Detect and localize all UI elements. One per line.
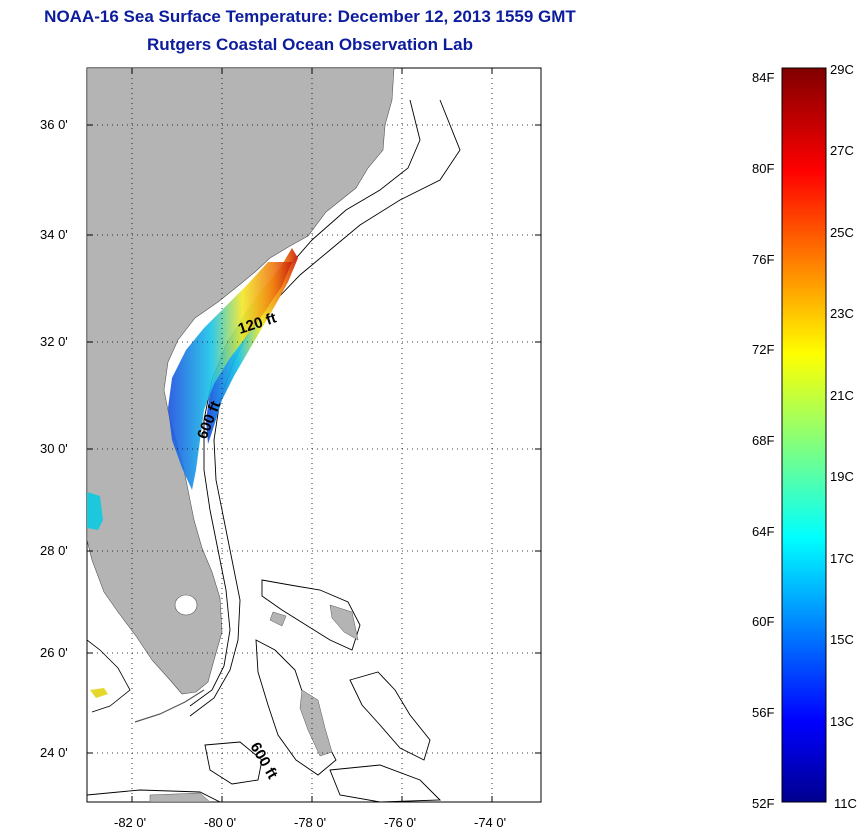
lake-okeechobee bbox=[174, 594, 198, 616]
colorbar-f-label: 56F bbox=[752, 705, 775, 720]
graticule bbox=[87, 68, 541, 802]
colorbar-f-label: 76F bbox=[752, 252, 775, 267]
colorbar-f-label: 60F bbox=[752, 614, 775, 629]
colorbar-c-label: 13C bbox=[830, 714, 854, 729]
colorbar-c-label: 23C bbox=[830, 306, 854, 321]
colorbar-c-label: 11C bbox=[834, 796, 857, 811]
lat-label: 32 0' bbox=[40, 334, 68, 349]
sst-swath bbox=[206, 248, 298, 444]
lat-label: 36 0' bbox=[40, 117, 68, 132]
colorbar bbox=[781, 67, 827, 803]
lon-label: -78 0' bbox=[294, 815, 327, 830]
colorbar-f-label: 52F bbox=[752, 796, 775, 811]
lat-label: 26 0' bbox=[40, 645, 68, 660]
map-subtitle: Rutgers Coastal Ocean Observation Lab bbox=[147, 35, 473, 54]
lat-label: 34 0' bbox=[40, 227, 68, 242]
map-ticks bbox=[87, 68, 541, 802]
colorbar-c-label: 17C bbox=[830, 551, 854, 566]
bahamas-islands bbox=[149, 604, 359, 802]
sst-patch-gulf bbox=[90, 688, 108, 698]
lon-label: -74 0' bbox=[474, 815, 507, 830]
colorbar-f-label: 68F bbox=[752, 433, 775, 448]
colorbar-f-label: 72F bbox=[752, 342, 775, 357]
map-title: NOAA-16 Sea Surface Temperature: Decembe… bbox=[44, 7, 576, 26]
colorbar-c-label: 25C bbox=[830, 225, 854, 240]
colorbar-c-label: 15C bbox=[830, 632, 854, 647]
colorbar-c-label: 21C bbox=[830, 388, 854, 403]
colorbar-c-label: 27C bbox=[830, 143, 854, 158]
lon-label: -80 0' bbox=[204, 815, 237, 830]
colorbar-f-label: 64F bbox=[752, 524, 775, 539]
colorbar-f-label: 80F bbox=[752, 161, 775, 176]
contour-gulf bbox=[87, 639, 131, 713]
colorbar-c-label: 19C bbox=[830, 469, 854, 484]
florida-keys bbox=[134, 689, 205, 723]
bahamas-banks bbox=[87, 579, 442, 802]
colorbar-f-label: 84F bbox=[752, 70, 775, 85]
lat-label: 24 0' bbox=[40, 745, 68, 760]
colorbar-c-label: 29C bbox=[830, 62, 854, 77]
sst-patch-west bbox=[87, 492, 103, 530]
sst-swath-inner bbox=[168, 262, 292, 490]
lat-label: 28 0' bbox=[40, 543, 68, 558]
lon-label: -82 0' bbox=[114, 815, 147, 830]
lon-label: -76 0' bbox=[384, 815, 417, 830]
lat-label: 30 0' bbox=[40, 441, 68, 456]
